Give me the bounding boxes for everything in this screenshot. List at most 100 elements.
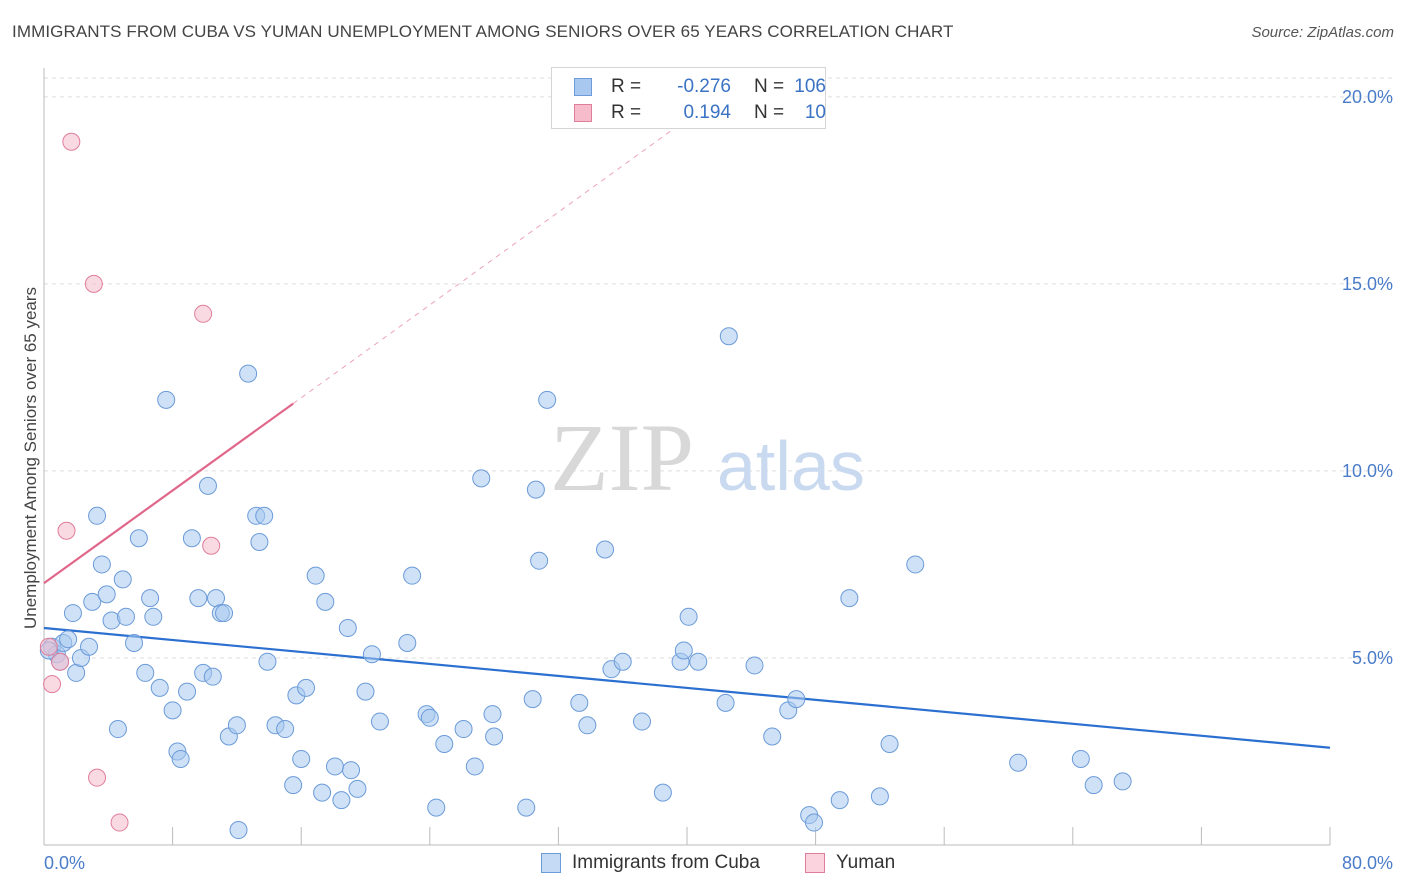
- data-point: [763, 727, 782, 746]
- data-point: [88, 768, 107, 787]
- data-point: [157, 390, 176, 409]
- data-point: [306, 566, 325, 585]
- trend-line: [43, 626, 1331, 749]
- data-point: [1071, 749, 1090, 768]
- data-point: [370, 712, 389, 731]
- data-point: [316, 592, 335, 611]
- data-point: [517, 798, 536, 817]
- source-label: Source: ZipAtlas.com: [1251, 24, 1394, 41]
- data-point: [679, 607, 698, 626]
- watermark-atlas: atlas: [717, 427, 865, 505]
- data-point: [313, 783, 332, 802]
- data-point: [136, 663, 155, 682]
- data-point: [113, 570, 132, 589]
- data-point: [215, 604, 234, 623]
- data-point: [325, 757, 344, 776]
- data-point: [538, 390, 557, 409]
- axes: [43, 68, 1331, 846]
- legend-r-label: R =: [611, 102, 642, 123]
- data-point: [39, 637, 58, 656]
- data-point: [880, 734, 899, 753]
- data-point: [178, 682, 197, 701]
- data-point: [297, 678, 316, 697]
- data-point: [88, 506, 107, 525]
- data-point: [427, 798, 446, 817]
- x-tick-label: 80.0%: [1342, 853, 1393, 873]
- data-point: [194, 304, 213, 323]
- data-point: [202, 536, 221, 555]
- data-point: [198, 476, 217, 495]
- data-point: [653, 783, 672, 802]
- data-point: [84, 274, 103, 293]
- data-point: [804, 813, 823, 832]
- data-point: [292, 749, 311, 768]
- data-point: [870, 787, 889, 806]
- data-point: [63, 604, 82, 623]
- data-point: [229, 821, 248, 840]
- data-point: [398, 633, 417, 652]
- data-point: [716, 693, 735, 712]
- data-point: [689, 652, 708, 671]
- legend-r-label: R =: [611, 76, 642, 97]
- data-point: [342, 761, 361, 780]
- bottom-legend-swatch-cuba: [541, 853, 561, 873]
- data-point: [348, 779, 367, 798]
- data-point: [67, 663, 86, 682]
- y-tick-label: 5.0%: [1352, 648, 1393, 668]
- data-point: [840, 589, 859, 608]
- data-point: [787, 690, 806, 709]
- data-point: [632, 712, 651, 731]
- data-point: [530, 551, 549, 570]
- data-point: [239, 364, 258, 383]
- watermark-zip: ZIP: [550, 404, 694, 511]
- legend-swatch-cuba: [574, 78, 592, 96]
- data-point: [62, 132, 81, 151]
- data-point: [141, 589, 160, 608]
- data-point: [110, 813, 129, 832]
- data-point: [420, 708, 439, 727]
- data-point: [83, 592, 102, 611]
- data-point: [485, 727, 504, 746]
- data-point: [227, 716, 246, 735]
- data-point: [906, 555, 925, 574]
- data-point: [129, 529, 148, 548]
- data-point: [80, 637, 99, 656]
- data-point: [250, 532, 269, 551]
- data-point: [144, 607, 163, 626]
- data-point: [362, 645, 381, 664]
- data-point: [356, 682, 375, 701]
- data-point: [472, 469, 491, 488]
- data-point: [255, 506, 274, 525]
- watermark: ZIP atlas: [550, 404, 865, 511]
- data-point: [578, 716, 597, 735]
- data-point: [523, 690, 542, 709]
- y-tick-labels: 5.0% 10.0% 15.0% 20.0%: [1342, 87, 1393, 668]
- legend-n-label: N =: [754, 102, 785, 123]
- data-point: [613, 652, 632, 671]
- data-point: [596, 540, 615, 559]
- data-point: [465, 757, 484, 776]
- data-point: [284, 776, 303, 795]
- legend-n-label: N =: [754, 76, 785, 97]
- data-point: [92, 555, 111, 574]
- data-point: [43, 675, 62, 694]
- data-point: [189, 589, 208, 608]
- trend-line: [43, 402, 294, 585]
- y-tick-label: 20.0%: [1342, 87, 1393, 107]
- data-point: [719, 327, 738, 346]
- y-axis-label: Unemployment Among Seniors over 65 years: [21, 287, 40, 629]
- data-point: [97, 585, 116, 604]
- data-point: [745, 656, 764, 675]
- data-point: [182, 529, 201, 548]
- x-tick-labels: 0.0% 80.0%: [44, 853, 1393, 873]
- data-point: [338, 619, 357, 638]
- data-point: [276, 720, 295, 739]
- data-point: [332, 791, 351, 810]
- data-point: [108, 720, 127, 739]
- data-point: [125, 633, 144, 652]
- bottom-legend-label-cuba: Immigrants from Cuba: [572, 852, 760, 873]
- data-point: [483, 705, 502, 724]
- data-point: [116, 607, 135, 626]
- bottom-legend-label-yuman: Yuman: [836, 852, 896, 873]
- legend-r-value: -0.276: [677, 76, 731, 97]
